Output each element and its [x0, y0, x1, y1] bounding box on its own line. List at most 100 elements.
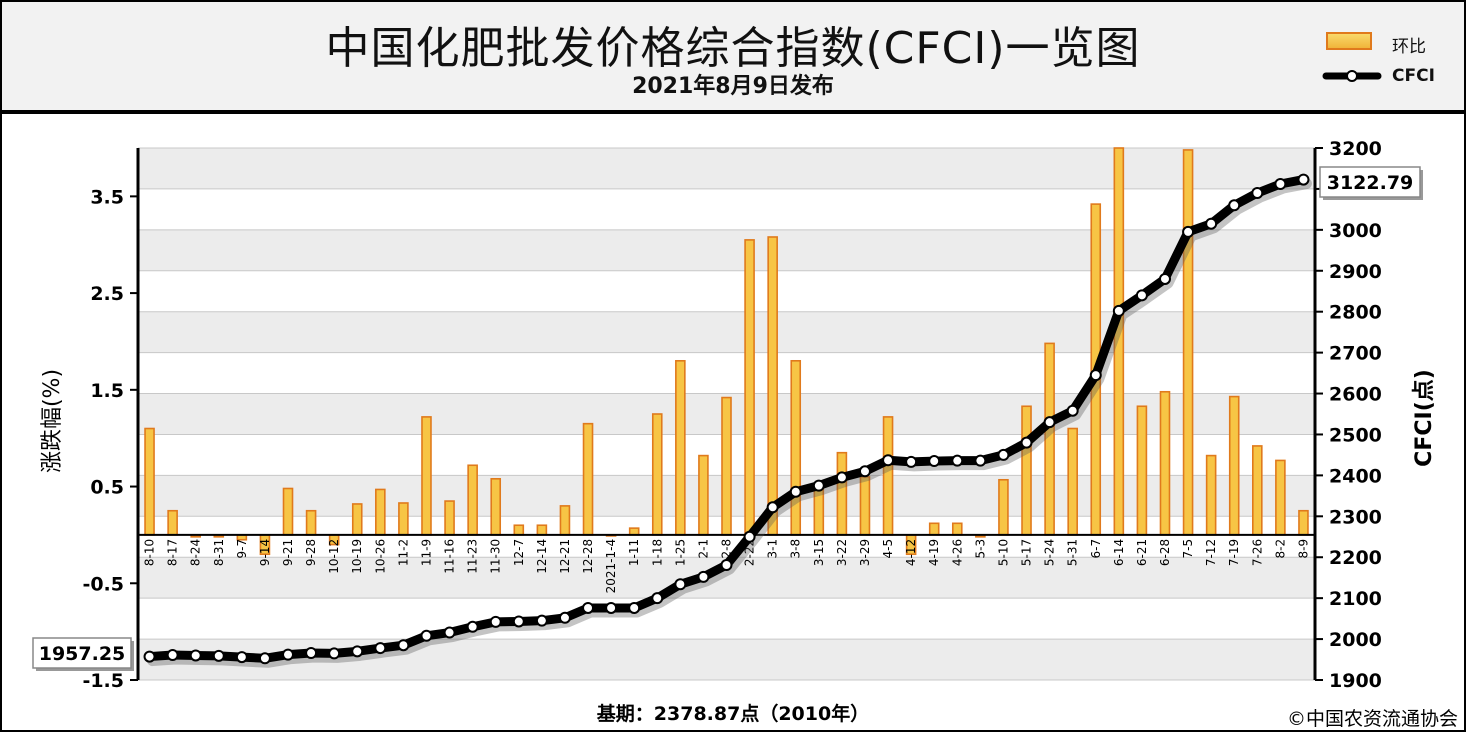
bar [1228, 395, 1240, 536]
cfci-point [812, 479, 825, 492]
bar [651, 413, 663, 536]
x-tick-label: 8-9 [1296, 539, 1310, 559]
legend-line-swatch [1322, 70, 1382, 82]
x-tick-label: 8-2 [1273, 539, 1287, 559]
cfci-point [1043, 416, 1056, 429]
x-tick-label: 10-19 [350, 539, 364, 574]
cfci-point [282, 648, 295, 661]
cfci-point [766, 501, 779, 514]
x-tick-label: 9-7 [235, 539, 249, 559]
bar [559, 505, 571, 536]
cfci-point [420, 629, 433, 642]
cfci-point [489, 615, 502, 628]
cfci-point [928, 455, 941, 468]
plot-band [138, 639, 1315, 680]
x-tick-label: 12-7 [512, 539, 526, 566]
cfci-point [1020, 436, 1033, 449]
cfci-point [628, 601, 641, 614]
bar [882, 416, 894, 536]
bar [1044, 342, 1055, 536]
right-tick-label: 2800 [1329, 302, 1382, 324]
left-tick-label: 1.5 [90, 380, 124, 402]
cfci-point [212, 649, 225, 662]
cfci-point [974, 454, 987, 467]
cfci-point [1135, 289, 1148, 302]
x-tick-label: 11-16 [443, 539, 457, 574]
cfci-point [1089, 369, 1102, 382]
cfci-point [1205, 217, 1218, 230]
bar [1275, 459, 1286, 536]
cfci-point [143, 650, 156, 663]
end-callout-box [1319, 166, 1421, 198]
x-tick-label: 11-2 [396, 539, 410, 566]
x-tick-label: 3-22 [835, 539, 849, 566]
bar [721, 396, 732, 536]
chart-title: 中国化肥批发价格综合指数(CFCI)一览图 [325, 23, 1141, 74]
x-tick-label: 6-7 [1089, 539, 1103, 559]
x-tick-label: 7-26 [1250, 539, 1264, 566]
legend-bar-swatch [1326, 32, 1372, 50]
x-tick-label: 3-8 [789, 539, 803, 559]
bar [790, 359, 802, 536]
cfci-point [882, 454, 895, 467]
cfci-point [905, 455, 918, 468]
bar [167, 509, 178, 536]
cfci-point [743, 530, 756, 543]
x-tick-label: 9-28 [304, 539, 318, 566]
cfci-point [605, 601, 618, 614]
right-tick-label: 2700 [1329, 343, 1382, 365]
left-tick-label: 0.5 [90, 477, 124, 499]
bar [421, 416, 432, 536]
bar [951, 522, 963, 536]
cfci-point [351, 645, 364, 658]
plot-band [138, 148, 1315, 189]
cfci-point [674, 578, 687, 591]
x-tick-label: 5-3 [973, 539, 987, 559]
x-tick-label: 3-15 [812, 539, 826, 566]
bar [144, 427, 155, 536]
cfci-point [997, 448, 1010, 461]
cfci-point [789, 485, 802, 498]
bar [836, 451, 848, 536]
cfci-point [512, 615, 525, 628]
x-tick-label: 8-17 [166, 539, 180, 566]
right-axis-label: CFCI(点) [1412, 369, 1437, 467]
x-tick-label: 1-25 [673, 539, 687, 566]
cfci-point [305, 646, 318, 659]
cfci-point [651, 592, 664, 605]
bar [767, 236, 778, 536]
cfci-point [835, 471, 848, 484]
bar [1159, 390, 1171, 536]
cfci-point [558, 611, 571, 624]
bar [1067, 427, 1078, 536]
cfci-point [189, 649, 202, 662]
cfci-point [582, 601, 595, 614]
bar [375, 488, 386, 536]
bar [744, 239, 755, 536]
bar [1021, 405, 1032, 536]
header-panel [2, 2, 1464, 114]
bar [467, 464, 478, 536]
bar [928, 522, 940, 536]
right-tick-label: 2600 [1329, 384, 1382, 406]
bar [859, 476, 871, 536]
left-tick-label: 2.5 [90, 283, 124, 305]
x-tick-label: 12-14 [535, 539, 549, 574]
cfci-point [397, 639, 410, 652]
footer-copyright: ©中国农资流通协会 [1286, 708, 1458, 730]
right-tick-label: 3200 [1329, 138, 1382, 160]
bar [490, 478, 502, 536]
cfci-point [328, 647, 341, 660]
x-tick-label: 6-21 [1135, 539, 1149, 566]
x-tick-label: 3-29 [858, 539, 872, 566]
x-tick-label: 5-17 [1020, 539, 1034, 566]
footer-base: 基期：2378.87点（2010年） [596, 703, 870, 725]
bar [444, 500, 455, 536]
right-tick-label: 3000 [1329, 220, 1382, 242]
cfci-point [1158, 272, 1171, 285]
x-tick-label: 10-26 [373, 539, 387, 574]
cfci-point [466, 620, 479, 633]
right-tick-label: 2100 [1329, 588, 1382, 610]
bar [698, 454, 709, 536]
right-tick-label: 1900 [1329, 670, 1382, 692]
